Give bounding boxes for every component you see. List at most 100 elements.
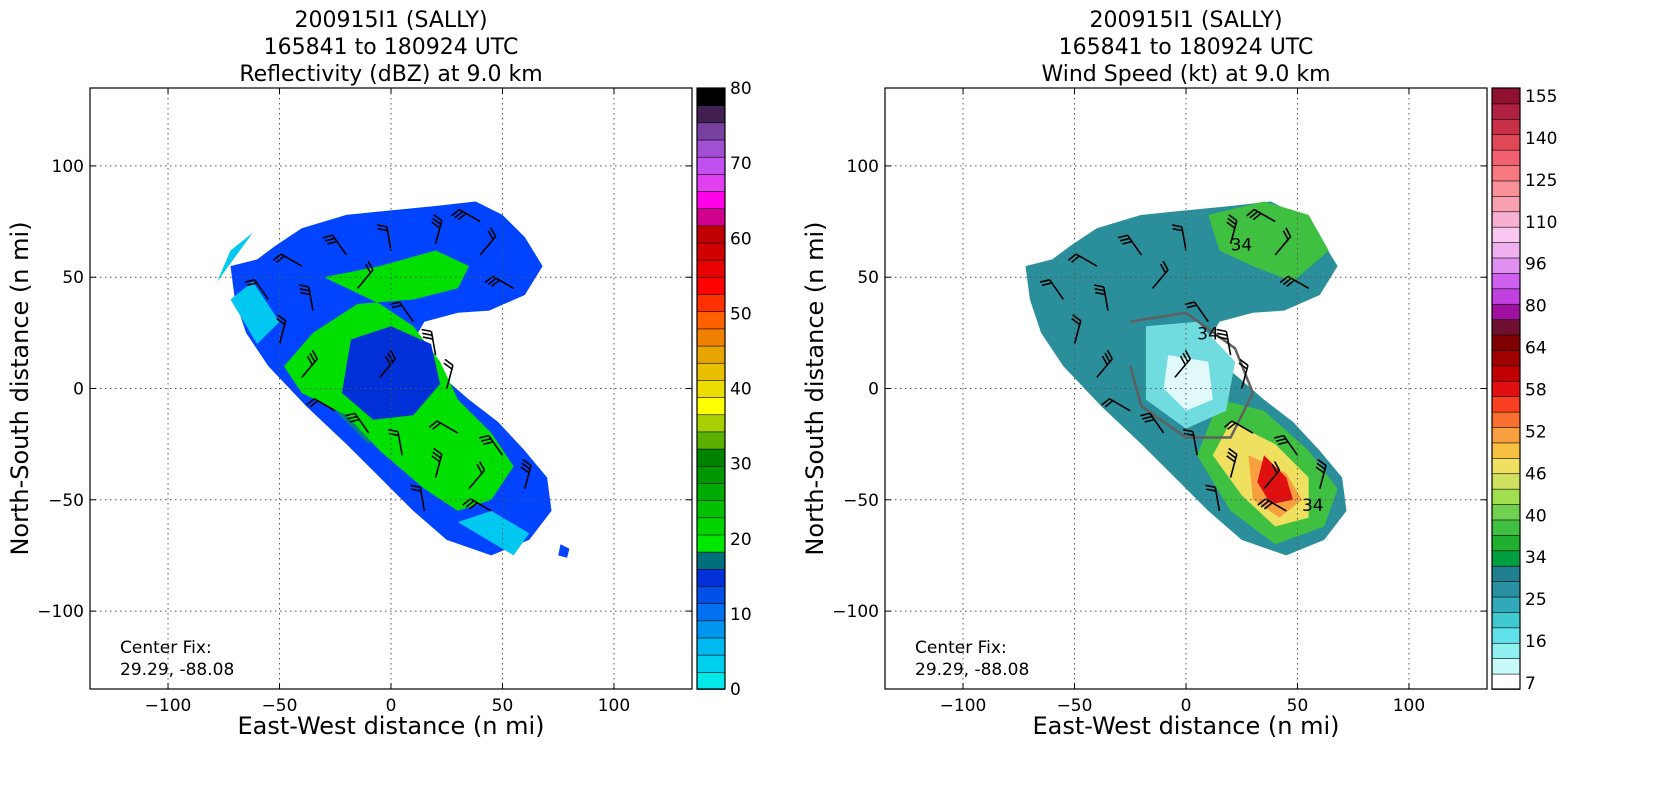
wind-barb [1240,365,1249,389]
wind-barb-flag [1117,234,1128,239]
wind-barb-flag [322,234,333,239]
wind-barb-flag [387,352,394,363]
colorbar-swatch [1491,426,1521,444]
colorbar-swatch [1491,349,1521,367]
colorbar-tick-label: 64 [1525,339,1547,359]
wind-barb-flag [520,466,530,474]
x-tick-label: 0 [386,696,397,716]
wind-barb [354,412,370,434]
colorbar-swatch [696,637,726,656]
colorbar-frame [696,87,726,690]
wind-barb [398,301,414,323]
colorbar-tick-label: 70 [730,154,752,174]
wind-barb-flag [1071,317,1081,326]
center-fix-annotation: Center Fix: [120,638,212,658]
wind-barb [1287,275,1310,290]
wind-barb [386,226,392,251]
wind-barb-flag [1144,418,1155,423]
wind-barb-flag [410,488,422,492]
wind-barb-flag [311,349,318,360]
wind-barb-flag [431,221,441,229]
colorbar-swatch [1491,164,1521,182]
colorbar-swatch [696,602,726,622]
x-tick-label: −100 [145,696,192,716]
wind-barb [308,286,314,311]
colorbar-swatch [1491,303,1521,320]
wind-barb [524,465,532,489]
wind-barb [1231,420,1254,434]
wind-barb-flag [1217,332,1228,337]
wind-barb-flag [421,328,432,333]
contour-label: 34 [1197,325,1219,345]
wind-barb-flag [433,214,443,222]
center-fix-annotation: 29.29, -88.08 [120,660,234,680]
wind-barb [1263,469,1281,490]
wind-barb-flag [462,498,472,506]
wind-barb-flag [478,434,489,439]
wind-barb-flag [1182,352,1189,363]
echo-edge [230,281,280,344]
x-axis-label: East-West distance (n mi) [237,712,544,740]
chart-title-line: Wind Speed (kt) at 9.0 km [1041,62,1330,87]
colorbar-swatch [696,345,726,364]
wind-core [1163,355,1213,411]
colorbar-swatch [1491,87,1521,105]
y-tick-label: −100 [37,602,84,622]
wind-barb-flag [298,284,309,288]
wind-barb [1254,208,1276,223]
wind-barb [459,208,481,223]
colorbar-swatch [696,413,726,433]
x-tick-label: −50 [262,696,298,716]
colorbar-swatch [696,585,726,604]
wind-barb-flag [327,240,338,245]
wind-barb [430,331,437,356]
colorbar-swatch [1491,210,1521,228]
wind-barb-flag [1317,458,1327,467]
colorbar-swatch [696,465,726,484]
wind-barb [1073,320,1082,345]
colorbar-swatch [696,671,726,690]
y-tick-label: −50 [843,491,879,511]
wind-barb [470,498,492,512]
wind-barb [1075,253,1098,267]
wind-barb-flag [1106,349,1113,360]
wind-barb-flag [1263,502,1273,510]
wind-barb-flag [1282,277,1292,286]
colorbar-tick-label: 60 [730,229,752,249]
wind-barb [1229,454,1238,478]
colorbar-swatch [1491,627,1521,644]
wind-barb-flag [428,420,438,428]
wind-barb [397,431,403,456]
colorbar-swatch [696,499,726,519]
colorbar-swatch [696,276,726,295]
wind-barb-flag [1278,441,1289,446]
colorbar-swatch [1491,365,1521,382]
colorbar-tick-label: 155 [1525,87,1557,107]
wind-barb [1174,358,1191,378]
colorbar-swatch [696,207,726,227]
colorbar-tick-label: 25 [1525,590,1547,610]
colorbar-swatch [696,310,726,330]
wind-barb-flag [1239,358,1249,366]
wind-barb-flag [1273,461,1281,471]
wind-barb-flag [1316,462,1326,470]
wind-barb-flag [349,418,360,423]
wind-barb-flag [306,398,315,406]
wind-barb [1181,226,1187,251]
y-tick-label: 100 [52,157,84,177]
colorbar-tick-label: 20 [730,530,752,550]
wind-barb [1193,301,1209,323]
chart-title-line: 165841 to 180924 UTC [1059,35,1314,60]
colorbar-swatch [1491,565,1521,582]
wind-barb-flag [1279,275,1289,284]
colorbar-swatch [1491,503,1521,521]
wind-barb-flag [1205,484,1216,489]
colorbar-swatch [1491,318,1521,336]
x-tick-label: 100 [1393,696,1425,716]
chart-panel-2: 200915I1 (SALLY)165841 to 180924 UTCWind… [801,8,1557,740]
colorbar-swatch [696,534,726,553]
wind-barb-flag [376,224,387,228]
wind-barb [479,236,497,256]
wind-barb [1149,412,1165,434]
